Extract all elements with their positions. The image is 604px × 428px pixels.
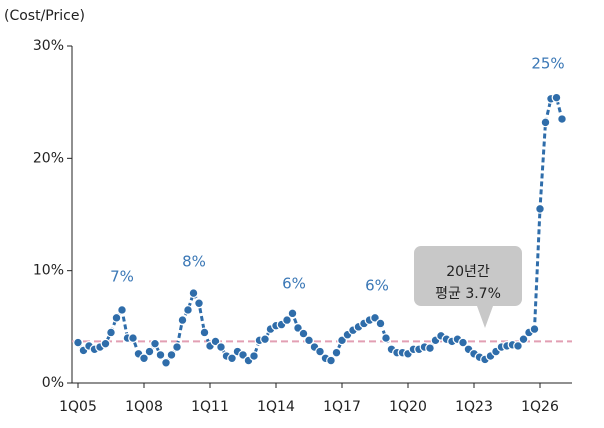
point xyxy=(518,334,529,345)
point xyxy=(155,350,166,360)
point xyxy=(139,353,149,364)
point xyxy=(183,305,193,315)
point xyxy=(540,117,551,128)
point xyxy=(381,333,391,343)
point xyxy=(458,337,468,348)
annotation: 25% xyxy=(531,55,564,73)
point xyxy=(106,327,116,338)
point xyxy=(100,338,111,349)
point xyxy=(227,353,237,364)
point xyxy=(161,357,171,368)
point xyxy=(194,298,204,309)
point xyxy=(128,333,138,343)
callout-text: 평균 3.7% xyxy=(435,286,501,302)
point xyxy=(557,114,567,124)
y-tick-label: 30% xyxy=(33,38,64,54)
point xyxy=(298,328,309,339)
point xyxy=(73,337,83,348)
y-tick-label: 20% xyxy=(33,150,64,166)
point xyxy=(144,346,155,357)
point xyxy=(304,335,314,346)
point xyxy=(535,203,545,214)
annotation: 6% xyxy=(365,277,389,295)
annotation: 8% xyxy=(182,253,206,271)
point xyxy=(551,92,562,103)
x-tick-label: 1Q11 xyxy=(191,399,229,415)
y-axis-label: (Cost/Price) xyxy=(4,8,85,24)
point xyxy=(249,351,259,361)
point xyxy=(172,342,182,352)
point xyxy=(150,338,160,349)
x-tick-label: 1Q08 xyxy=(125,399,163,415)
x-tick-label: 1Q14 xyxy=(257,399,295,415)
point xyxy=(111,312,122,323)
point xyxy=(331,347,342,358)
annotation: 7% xyxy=(110,268,134,286)
point xyxy=(326,355,336,366)
point xyxy=(188,288,199,299)
x-tick-label: 1Q26 xyxy=(521,399,559,415)
x-tick-label: 1Q05 xyxy=(59,399,97,415)
y-tick-label: 0% xyxy=(42,375,64,391)
point xyxy=(425,343,435,354)
point xyxy=(260,334,270,345)
callout-box xyxy=(414,246,522,328)
point xyxy=(199,327,210,338)
series-line xyxy=(76,95,564,366)
point xyxy=(166,350,177,360)
point xyxy=(287,308,298,319)
point xyxy=(375,318,386,329)
x-tick-label: 1Q23 xyxy=(455,399,493,415)
point xyxy=(177,315,188,325)
point xyxy=(282,315,292,325)
x-tick-label: 1Q20 xyxy=(389,399,427,415)
point xyxy=(117,305,127,315)
point xyxy=(315,346,325,357)
point xyxy=(513,341,523,351)
x-tick-label: 1Q17 xyxy=(323,399,361,415)
annotation: 6% xyxy=(282,275,306,293)
callout-text: 20년간 xyxy=(446,264,490,280)
y-tick-label: 10% xyxy=(33,263,64,279)
point xyxy=(529,324,540,334)
point xyxy=(216,342,226,352)
